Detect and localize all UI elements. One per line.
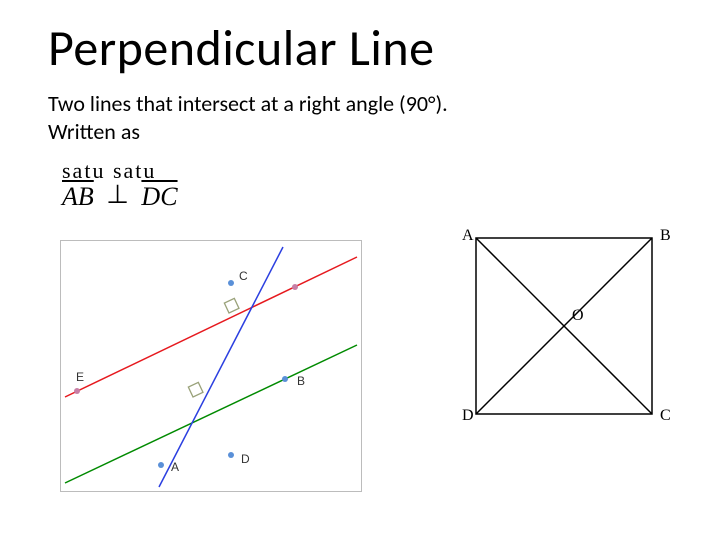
svg-text:C: C (239, 269, 248, 283)
svg-text:A: A (171, 460, 179, 474)
svg-text:E: E (76, 370, 84, 384)
perpendicular-formula: AB ⊥ DC (62, 182, 178, 212)
svg-text:D: D (241, 452, 250, 466)
formula-block: satu satu AB ⊥ DC (62, 158, 178, 212)
page-title: Perpendicular Line (48, 18, 435, 79)
svg-text:D: D (462, 407, 474, 424)
svg-text:O: O (572, 307, 584, 324)
square-diagonals-diagram: A B C D O (440, 220, 680, 450)
svg-text:B: B (297, 374, 305, 388)
svg-text:C: C (660, 407, 671, 424)
intersecting-lines-svg: C E B A D (61, 241, 361, 491)
intersecting-lines-diagram: C E B A D (60, 240, 362, 492)
formula-segment-dc: DC (141, 182, 177, 211)
formula-segment-ab: AB (62, 182, 94, 211)
perpendicular-symbol: ⊥ (100, 180, 135, 210)
svg-text:B: B (660, 227, 671, 244)
body-line-2: Written as (48, 118, 448, 146)
svg-text:A: A (462, 227, 474, 244)
square-diagonals-svg: A B C D O (440, 220, 680, 450)
body-line-1: Two lines that intersect at a right angl… (48, 90, 448, 118)
body-text: Two lines that intersect at a right angl… (48, 90, 448, 145)
